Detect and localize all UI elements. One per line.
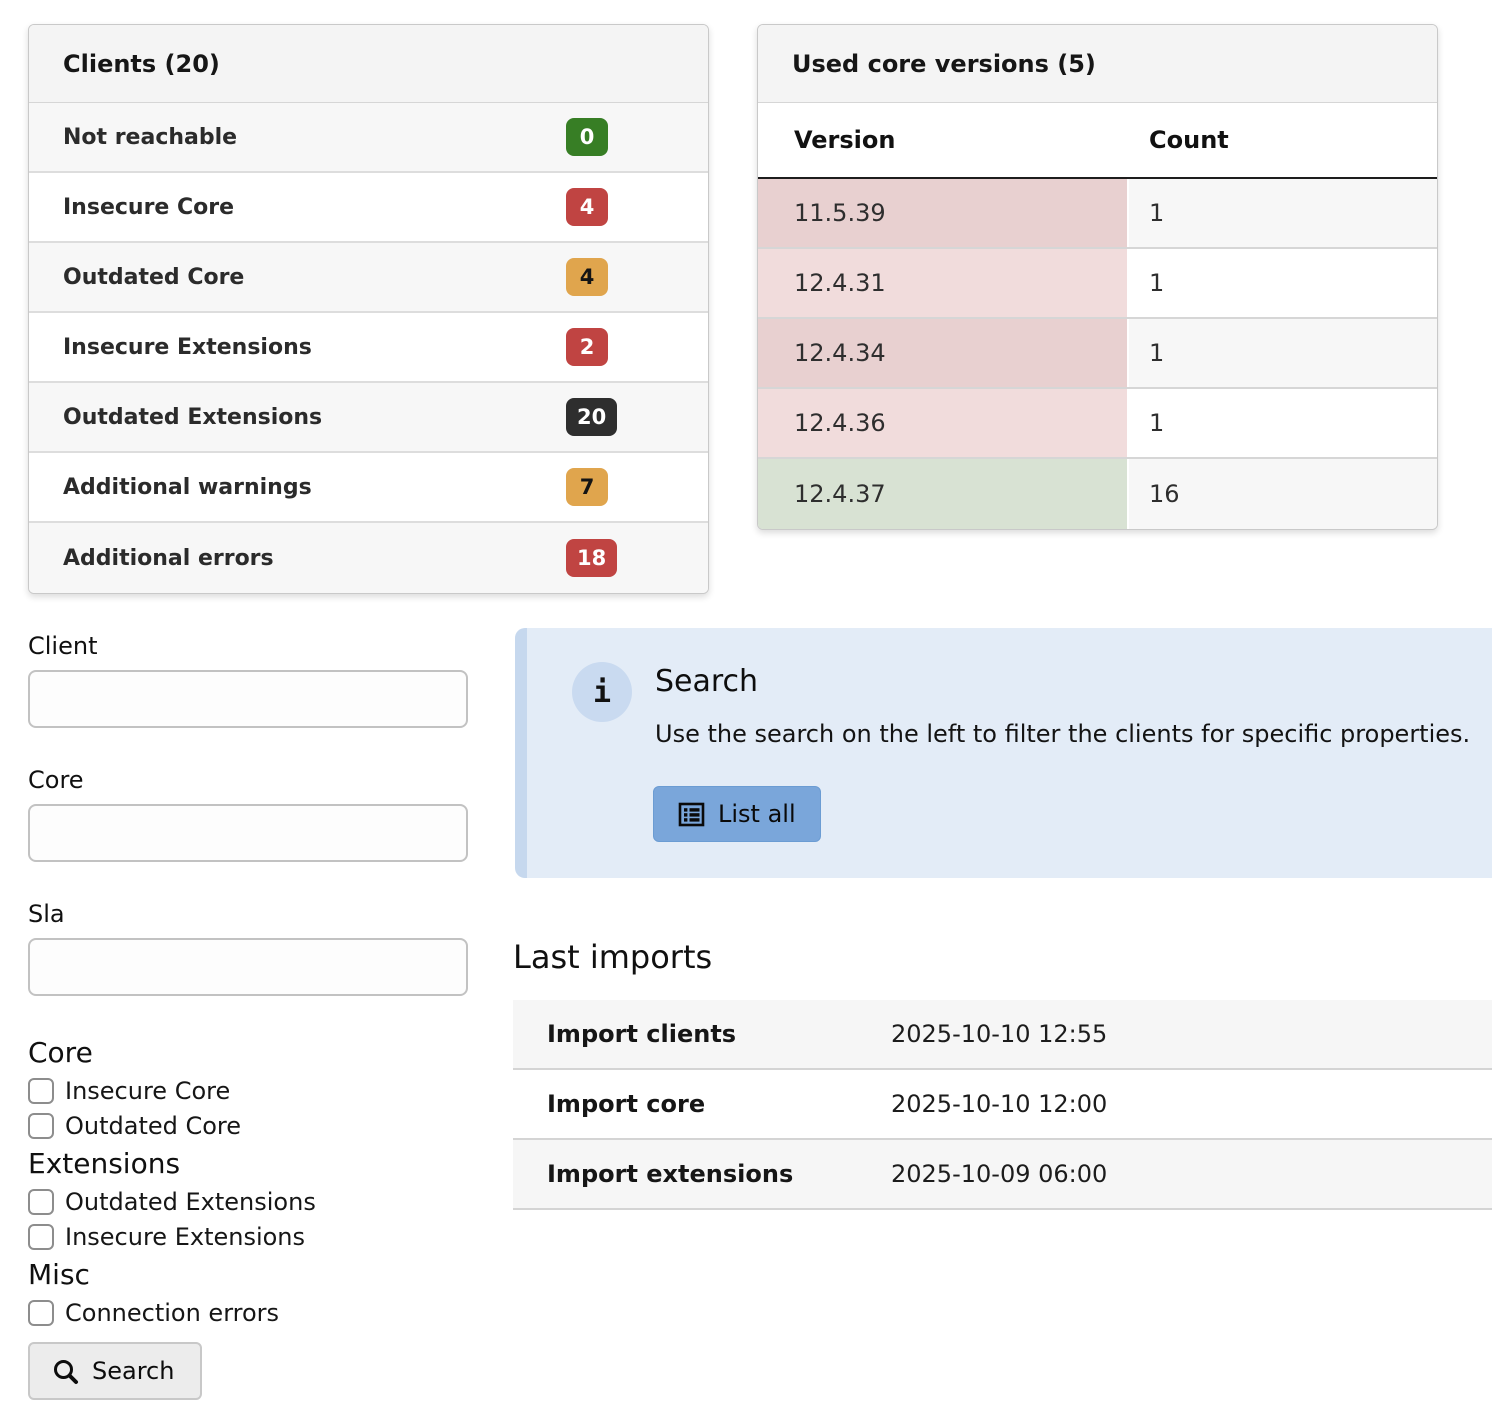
list-icon [678, 802, 705, 826]
stat-label: Insecure Extensions [63, 334, 312, 360]
count-cell: 1 [1129, 179, 1437, 247]
column-header-version: Version [794, 126, 896, 154]
checkbox-row-outdated-core[interactable]: Outdated Core [28, 1112, 468, 1140]
version-cell: 12.4.36 [758, 389, 1129, 457]
sla-field-label: Sla [28, 900, 65, 928]
import-label: Import clients [547, 1020, 737, 1048]
version-row: 12.4.36 1 [758, 389, 1437, 459]
checkbox-row-connection-errors[interactable]: Connection errors [28, 1299, 468, 1327]
count-cell: 1 [1129, 389, 1437, 457]
client-stat-row-additional-errors: Additional errors 18 [29, 523, 708, 593]
core-input[interactable] [28, 804, 468, 862]
stat-label: Additional errors [63, 545, 274, 571]
import-timestamp: 2025-10-10 12:00 [891, 1090, 1108, 1118]
checkbox-row-insecure-extensions[interactable]: Insecure Extensions [28, 1223, 468, 1251]
search-icon [54, 1359, 78, 1384]
status-badge: 2 [566, 328, 608, 366]
stat-label: Outdated Core [63, 264, 245, 290]
count-cell: 1 [1129, 249, 1437, 317]
client-input[interactable] [28, 670, 468, 728]
client-stat-row-additional-warnings: Additional warnings 7 [29, 453, 708, 523]
stat-label: Additional warnings [63, 474, 312, 500]
clients-panel-title: Clients (20) [29, 25, 708, 103]
version-cell: 12.4.31 [758, 249, 1129, 317]
status-badge: 0 [566, 118, 608, 156]
version-row: 12.4.37 16 [758, 459, 1437, 529]
core-versions-panel-title: Used core versions (5) [758, 25, 1437, 103]
status-badge: 20 [566, 398, 618, 436]
insecure-core-checkbox[interactable] [28, 1078, 54, 1104]
checkbox-label: Outdated Core [65, 1112, 242, 1140]
versions-table-body: 11.5.39 1 12.4.31 1 12.4.34 1 12.4.36 1 … [758, 179, 1437, 529]
search-button-label: Search [92, 1357, 175, 1385]
version-row: 12.4.31 1 [758, 249, 1437, 319]
checkbox-group-heading-misc: Misc [28, 1258, 90, 1291]
sla-input[interactable] [28, 938, 468, 996]
clients-rows: Not reachable 0 Insecure Core 4 Outdated… [29, 103, 708, 593]
version-cell: 12.4.34 [758, 319, 1129, 387]
checkbox-row-outdated-extensions[interactable]: Outdated Extensions [28, 1188, 468, 1216]
core-field-label: Core [28, 766, 84, 794]
search-info-callout: i Search Use the search on the left to f… [515, 628, 1492, 878]
stat-label: Insecure Core [63, 194, 235, 220]
info-icon: i [572, 662, 632, 722]
version-cell: 11.5.39 [758, 179, 1129, 247]
client-field-label: Client [28, 632, 98, 660]
version-cell: 12.4.37 [758, 459, 1129, 529]
count-cell: 16 [1129, 459, 1437, 529]
outdated-extensions-checkbox[interactable] [28, 1189, 54, 1215]
connection-errors-checkbox[interactable] [28, 1300, 54, 1326]
outdated-core-checkbox[interactable] [28, 1113, 54, 1139]
checkbox-group-heading-extensions: Extensions [28, 1147, 181, 1180]
status-badge: 7 [566, 468, 608, 506]
version-row: 12.4.34 1 [758, 319, 1437, 389]
checkbox-label: Connection errors [65, 1299, 280, 1327]
version-row: 11.5.39 1 [758, 179, 1437, 249]
status-badge: 4 [566, 188, 608, 226]
info-title: Search [655, 664, 759, 699]
import-row-extensions: Import extensions 2025-10-09 06:00 [513, 1140, 1492, 1210]
count-cell: 1 [1129, 319, 1437, 387]
import-timestamp: 2025-10-09 06:00 [891, 1160, 1108, 1188]
checkbox-row-insecure-core[interactable]: Insecure Core [28, 1077, 468, 1105]
client-stat-row-outdated-extensions: Outdated Extensions 20 [29, 383, 708, 453]
insecure-extensions-checkbox[interactable] [28, 1224, 54, 1250]
last-imports-title: Last imports [513, 938, 713, 976]
client-stat-row-insecure-core: Insecure Core 4 [29, 173, 708, 243]
stat-label: Not reachable [63, 124, 238, 150]
import-row-clients: Import clients 2025-10-10 12:55 [513, 1000, 1492, 1070]
list-all-button-label: List all [718, 800, 796, 828]
versions-table-header: Version Count [758, 103, 1437, 179]
import-timestamp: 2025-10-10 12:55 [891, 1020, 1108, 1048]
info-text: Use the search on the left to filter the… [655, 720, 1471, 748]
import-row-core: Import core 2025-10-10 12:00 [513, 1070, 1492, 1140]
client-filter-form: Client Core Sla Core Insecure Core Outda… [28, 632, 468, 1400]
checkbox-label: Insecure Core [65, 1077, 231, 1105]
checkbox-label: Outdated Extensions [65, 1188, 316, 1216]
list-all-button[interactable]: List all [653, 786, 821, 842]
last-imports-section: Last imports Import clients 2025-10-10 1… [513, 938, 1492, 1210]
clients-summary-panel: Clients (20) Not reachable 0 Insecure Co… [28, 24, 709, 594]
import-label: Import core [547, 1090, 706, 1118]
search-button[interactable]: Search [28, 1342, 203, 1400]
core-versions-panel: Used core versions (5) Version Count 11.… [757, 24, 1438, 530]
checkbox-group-heading-core: Core [28, 1036, 93, 1069]
last-imports-table: Import clients 2025-10-10 12:55 Import c… [513, 1000, 1492, 1210]
checkbox-label: Insecure Extensions [65, 1223, 306, 1251]
client-stat-row-insecure-extensions: Insecure Extensions 2 [29, 313, 708, 383]
stat-label: Outdated Extensions [63, 404, 323, 430]
status-badge: 4 [566, 258, 608, 296]
status-badge: 18 [566, 539, 618, 577]
column-header-count: Count [1149, 126, 1229, 154]
client-stat-row-not-reachable: Not reachable 0 [29, 103, 708, 173]
import-label: Import extensions [547, 1160, 794, 1188]
client-stat-row-outdated-core: Outdated Core 4 [29, 243, 708, 313]
